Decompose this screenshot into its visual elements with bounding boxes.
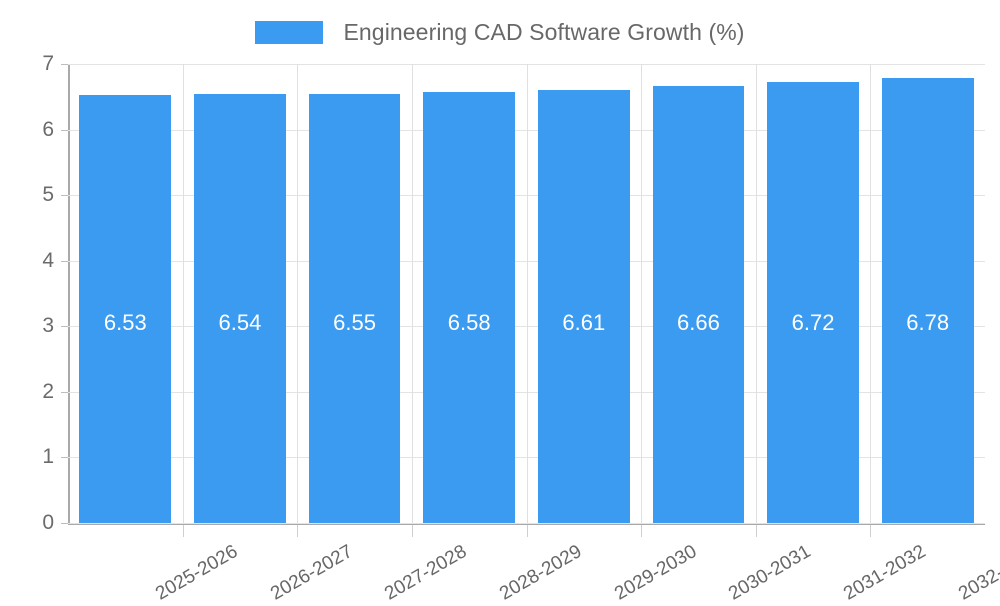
bar[interactable]: 6.58 — [423, 91, 516, 523]
y-axis-tick-label: 7 — [42, 52, 54, 75]
gridline-vertical — [182, 64, 184, 523]
bar-value-label: 6.66 — [677, 309, 720, 335]
y-axis-tick-mark — [61, 391, 68, 393]
gridline-vertical — [755, 64, 757, 523]
x-axis-tick-label: 2032-2033 — [954, 541, 1000, 605]
y-axis-tick-label: 6 — [42, 117, 54, 141]
plot-area: 6.53 6.54 6.55 6.58 6.61 6.66 6.72 6.78 — [68, 64, 985, 524]
y-axis-tick-mark — [61, 326, 68, 328]
bar[interactable]: 6.66 — [652, 86, 745, 523]
gridline-horizontal — [68, 523, 985, 524]
x-axis-tick-label: 2026-2027 — [267, 541, 357, 605]
bar-value-label: 6.54 — [218, 309, 262, 335]
bar[interactable]: 6.78 — [881, 78, 974, 523]
y-axis-tick-label: 1 — [42, 445, 54, 469]
bar[interactable]: 6.54 — [194, 94, 286, 523]
gridline-vertical — [870, 64, 872, 523]
y-axis-tick-label: 2 — [42, 379, 54, 403]
y-axis-tick-label: 5 — [42, 183, 54, 207]
bar[interactable]: 6.72 — [767, 82, 859, 523]
gridline-vertical — [297, 64, 299, 523]
chart-legend: Engineering CAD Software Growth (%) — [0, 12, 1000, 52]
x-axis-tick-label: 2028-2029 — [496, 541, 586, 605]
x-axis-tick-mark — [182, 525, 184, 537]
x-axis-tick-label: 2031-2032 — [840, 541, 930, 605]
bar-value-label: 6.72 — [791, 309, 835, 335]
y-axis-tick-label: 0 — [42, 511, 54, 534]
x-axis-tick-label: 2029-2030 — [610, 541, 701, 605]
y-axis-tick-mark — [61, 457, 68, 459]
bar-value-label: 6.78 — [906, 309, 950, 335]
bar[interactable]: 6.53 — [79, 94, 172, 523]
gridline-vertical — [411, 64, 413, 523]
x-axis-tick-label: 2030-2031 — [725, 541, 815, 605]
bar[interactable]: 6.55 — [308, 93, 401, 523]
y-axis-tick-mark — [61, 523, 68, 524]
y-axis-tick-mark — [61, 64, 68, 65]
y-axis-tick-label: 4 — [42, 248, 54, 272]
y-axis-tick-mark — [61, 195, 68, 197]
bar[interactable]: 6.61 — [537, 89, 630, 523]
bar-value-label: 6.61 — [562, 309, 606, 335]
x-axis-tick-mark — [297, 525, 299, 537]
x-axis-tick-mark — [755, 525, 757, 537]
y-axis-tick-mark — [61, 129, 68, 131]
x-axis-tick-mark — [870, 525, 872, 537]
gridline-vertical — [641, 64, 643, 523]
legend-label-series-0[interactable]: Engineering CAD Software Growth (%) — [343, 18, 745, 45]
x-axis-tick-label: 2027-2028 — [381, 541, 471, 605]
x-axis-line — [68, 523, 985, 525]
x-axis-tick-mark — [526, 525, 528, 537]
gridline-vertical — [526, 64, 528, 523]
y-axis-tick-mark — [61, 260, 68, 262]
bar-value-label: 6.55 — [333, 309, 376, 335]
y-axis-tick-label: 3 — [42, 314, 54, 338]
x-axis-tick-mark — [641, 525, 643, 537]
bar-value-label: 6.58 — [447, 309, 491, 335]
y-axis-line — [68, 64, 70, 525]
bar-value-label: 6.53 — [103, 309, 147, 335]
x-axis-tick-label: 2025-2026 — [152, 541, 242, 605]
legend-swatch-series-0[interactable] — [255, 20, 324, 44]
x-axis-tick-mark — [411, 525, 413, 537]
